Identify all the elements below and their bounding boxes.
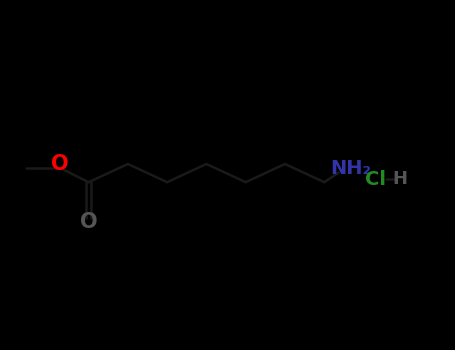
Text: H: H [392, 170, 407, 188]
Text: NH₂: NH₂ [330, 159, 371, 178]
Text: O: O [80, 212, 97, 232]
Text: O: O [51, 154, 69, 174]
Text: Cl: Cl [365, 170, 386, 189]
